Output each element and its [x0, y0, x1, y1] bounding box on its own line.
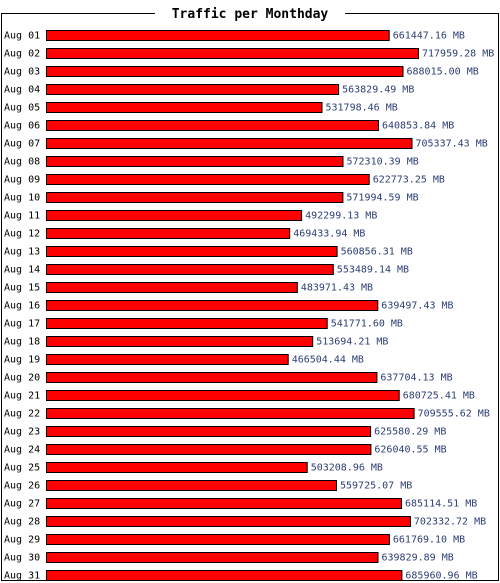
value-label: 563829.49 MB — [342, 85, 414, 96]
traffic-bar — [46, 228, 291, 239]
category-label: Aug 30 — [4, 553, 40, 564]
traffic-bar — [46, 462, 308, 473]
value-label: 466504.44 MB — [292, 355, 364, 366]
traffic-bar — [46, 498, 402, 509]
category-label: Aug 11 — [4, 211, 40, 222]
traffic-bar — [46, 552, 379, 563]
category-label: Aug 05 — [4, 103, 40, 114]
value-label: 492299.13 MB — [305, 211, 377, 222]
traffic-bar — [46, 264, 334, 275]
category-label: Aug 19 — [4, 355, 40, 366]
bars-group: Aug 01 661447.16 MB Aug 02 717959.28 MB Aug … — [4, 30, 494, 582]
traffic-bar — [46, 534, 390, 545]
category-label: Aug 04 — [4, 85, 40, 96]
value-label: 541771.60 MB — [331, 319, 403, 330]
value-label: 503208.96 MB — [311, 463, 383, 474]
value-label: 639829.89 MB — [382, 553, 454, 564]
category-label: Aug 12 — [4, 229, 40, 240]
chart-frame — [1, 13, 499, 581]
value-label: 560856.31 MB — [341, 247, 413, 258]
category-label: Aug 28 — [4, 517, 40, 528]
value-label: 702332.72 MB — [414, 517, 486, 528]
value-label: 622773.25 MB — [373, 175, 445, 186]
category-label: Aug 27 — [4, 499, 40, 510]
value-label: 637704.13 MB — [380, 373, 452, 384]
traffic-bar — [46, 66, 404, 77]
traffic-bar — [46, 480, 337, 491]
traffic-bar — [46, 120, 379, 131]
category-label: Aug 31 — [4, 571, 40, 582]
category-label: Aug 20 — [4, 373, 40, 384]
category-label: Aug 17 — [4, 319, 40, 330]
value-label: 553489.14 MB — [337, 265, 409, 276]
category-label: Aug 01 — [4, 31, 40, 42]
traffic-bar — [46, 48, 419, 59]
category-label: Aug 23 — [4, 427, 40, 438]
category-label: Aug 14 — [4, 265, 40, 276]
value-label: 571994.59 MB — [346, 193, 418, 204]
traffic-bar — [46, 390, 400, 401]
category-label: Aug 26 — [4, 481, 40, 492]
value-label: 559725.07 MB — [340, 481, 412, 492]
traffic-bar — [46, 282, 298, 293]
traffic-bar — [46, 408, 415, 419]
traffic-bar — [46, 30, 390, 41]
value-label: 513694.21 MB — [316, 337, 388, 348]
traffic-bar — [46, 300, 379, 311]
chart-title: Traffic per Monthday — [172, 7, 329, 22]
value-label: 688015.00 MB — [407, 67, 479, 78]
value-label: 685960.96 MB — [405, 571, 477, 582]
value-label: 639497.43 MB — [381, 301, 453, 312]
value-label: 717959.28 MB — [422, 49, 494, 60]
traffic-bar — [46, 84, 340, 95]
value-label: 572310.39 MB — [347, 157, 419, 168]
value-label: 531798.46 MB — [326, 103, 398, 114]
category-label: Aug 02 — [4, 49, 40, 60]
traffic-bar — [46, 444, 372, 455]
traffic-bar — [46, 210, 303, 221]
traffic-bar — [46, 336, 314, 347]
category-label: Aug 09 — [4, 175, 40, 186]
category-label: Aug 08 — [4, 157, 40, 168]
traffic-bar — [46, 354, 289, 365]
traffic-bar — [46, 516, 411, 527]
traffic-bar — [46, 138, 413, 149]
category-label: Aug 07 — [4, 139, 40, 150]
value-label: 661447.16 MB — [393, 31, 465, 42]
category-label: Aug 25 — [4, 463, 40, 474]
category-label: Aug 16 — [4, 301, 40, 312]
traffic-bar — [46, 426, 372, 437]
category-label: Aug 21 — [4, 391, 40, 402]
traffic-bar — [46, 174, 370, 185]
category-label: Aug 29 — [4, 535, 40, 546]
traffic-bar — [46, 246, 338, 257]
value-label: 626040.55 MB — [374, 445, 446, 456]
value-label: 483971.43 MB — [301, 283, 373, 294]
category-label: Aug 06 — [4, 121, 40, 132]
value-label: 661769.10 MB — [393, 535, 465, 546]
traffic-bar — [46, 318, 328, 329]
category-label: Aug 22 — [4, 409, 40, 420]
category-label: Aug 10 — [4, 193, 40, 204]
value-label: 680725.41 MB — [403, 391, 475, 402]
category-label: Aug 24 — [4, 445, 40, 456]
traffic-bar — [46, 156, 344, 167]
category-label: Aug 13 — [4, 247, 40, 258]
value-label: 705337.43 MB — [416, 139, 488, 150]
category-label: Aug 03 — [4, 67, 40, 78]
traffic-bar — [46, 102, 323, 113]
value-label: 625580.29 MB — [374, 427, 446, 438]
value-label: 709555.62 MB — [418, 409, 490, 420]
value-label: 685114.51 MB — [405, 499, 477, 510]
traffic-bar — [46, 372, 378, 383]
category-label: Aug 15 — [4, 283, 40, 294]
value-label: 469433.94 MB — [293, 229, 365, 240]
category-label: Aug 18 — [4, 337, 40, 348]
value-label: 640853.84 MB — [382, 121, 454, 132]
traffic-bar — [46, 570, 403, 581]
title-backdrop — [155, 6, 345, 22]
traffic-bar — [46, 192, 344, 203]
